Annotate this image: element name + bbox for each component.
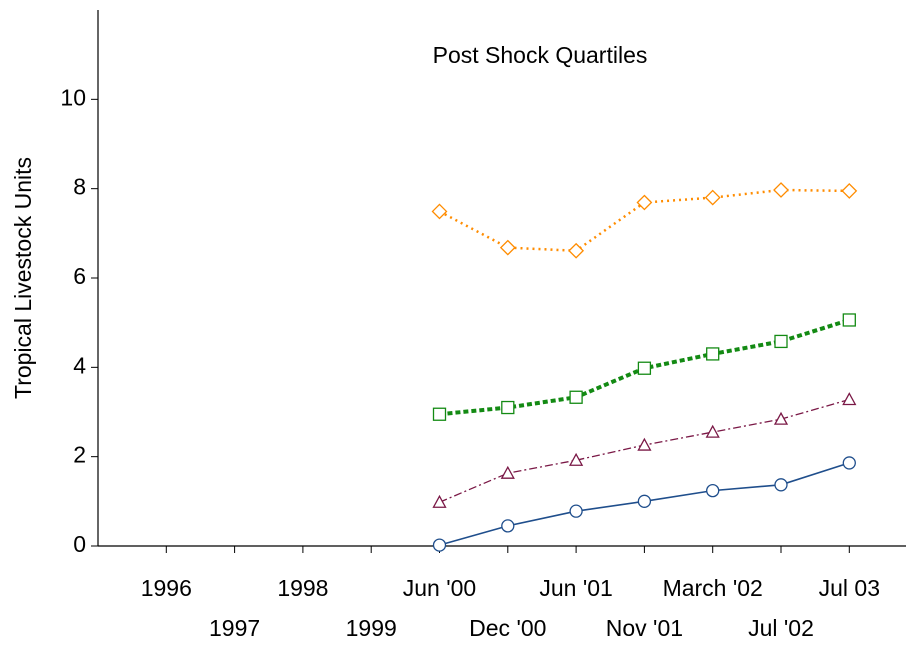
x-tick-label: March '02 (663, 575, 763, 601)
point (569, 504, 583, 518)
x-tick-label: 1998 (277, 575, 328, 601)
y-tick-label: 0 (73, 531, 86, 557)
y-tick-label: 8 (73, 174, 86, 200)
x-tick-label: 1999 (346, 615, 397, 641)
point (704, 189, 721, 206)
y-tick-label: 6 (73, 263, 86, 289)
point (773, 411, 789, 425)
point (841, 182, 858, 199)
x-tick-label: Dec '00 (469, 615, 546, 641)
point (432, 494, 447, 508)
y-tick-label: 10 (60, 84, 86, 110)
point (774, 334, 788, 349)
point (773, 182, 789, 198)
point (706, 483, 720, 498)
y-tick-label: 4 (73, 352, 86, 378)
x-tick-label: Jun '00 (403, 575, 476, 601)
point (705, 424, 720, 438)
x-tick-label: Jun '01 (539, 575, 612, 601)
point (432, 538, 447, 552)
y-axis-label: Tropical Livestock Units (10, 157, 36, 399)
x-tick-label: Nov '01 (606, 615, 683, 641)
point (568, 242, 585, 259)
point (499, 239, 516, 256)
point (432, 407, 447, 421)
point (774, 478, 788, 492)
point (637, 361, 652, 375)
x-tick-label: Jul 03 (819, 575, 880, 601)
point (637, 494, 652, 508)
x-tick-label: 1996 (141, 575, 192, 601)
y-tick-label: 2 (73, 442, 86, 468)
chart-title: Post Shock Quartiles (433, 42, 648, 68)
point (842, 392, 857, 406)
point (431, 203, 448, 220)
x-tick-label: Jul '02 (748, 615, 814, 641)
x-tick-label: 1997 (209, 615, 260, 641)
point (569, 390, 583, 404)
point (842, 313, 856, 327)
point (500, 465, 515, 479)
point (501, 400, 515, 415)
point (842, 456, 856, 470)
point (637, 437, 652, 451)
point (501, 519, 515, 533)
point (706, 347, 720, 361)
point (569, 452, 584, 466)
series-line (439, 398, 850, 503)
point (636, 194, 653, 211)
